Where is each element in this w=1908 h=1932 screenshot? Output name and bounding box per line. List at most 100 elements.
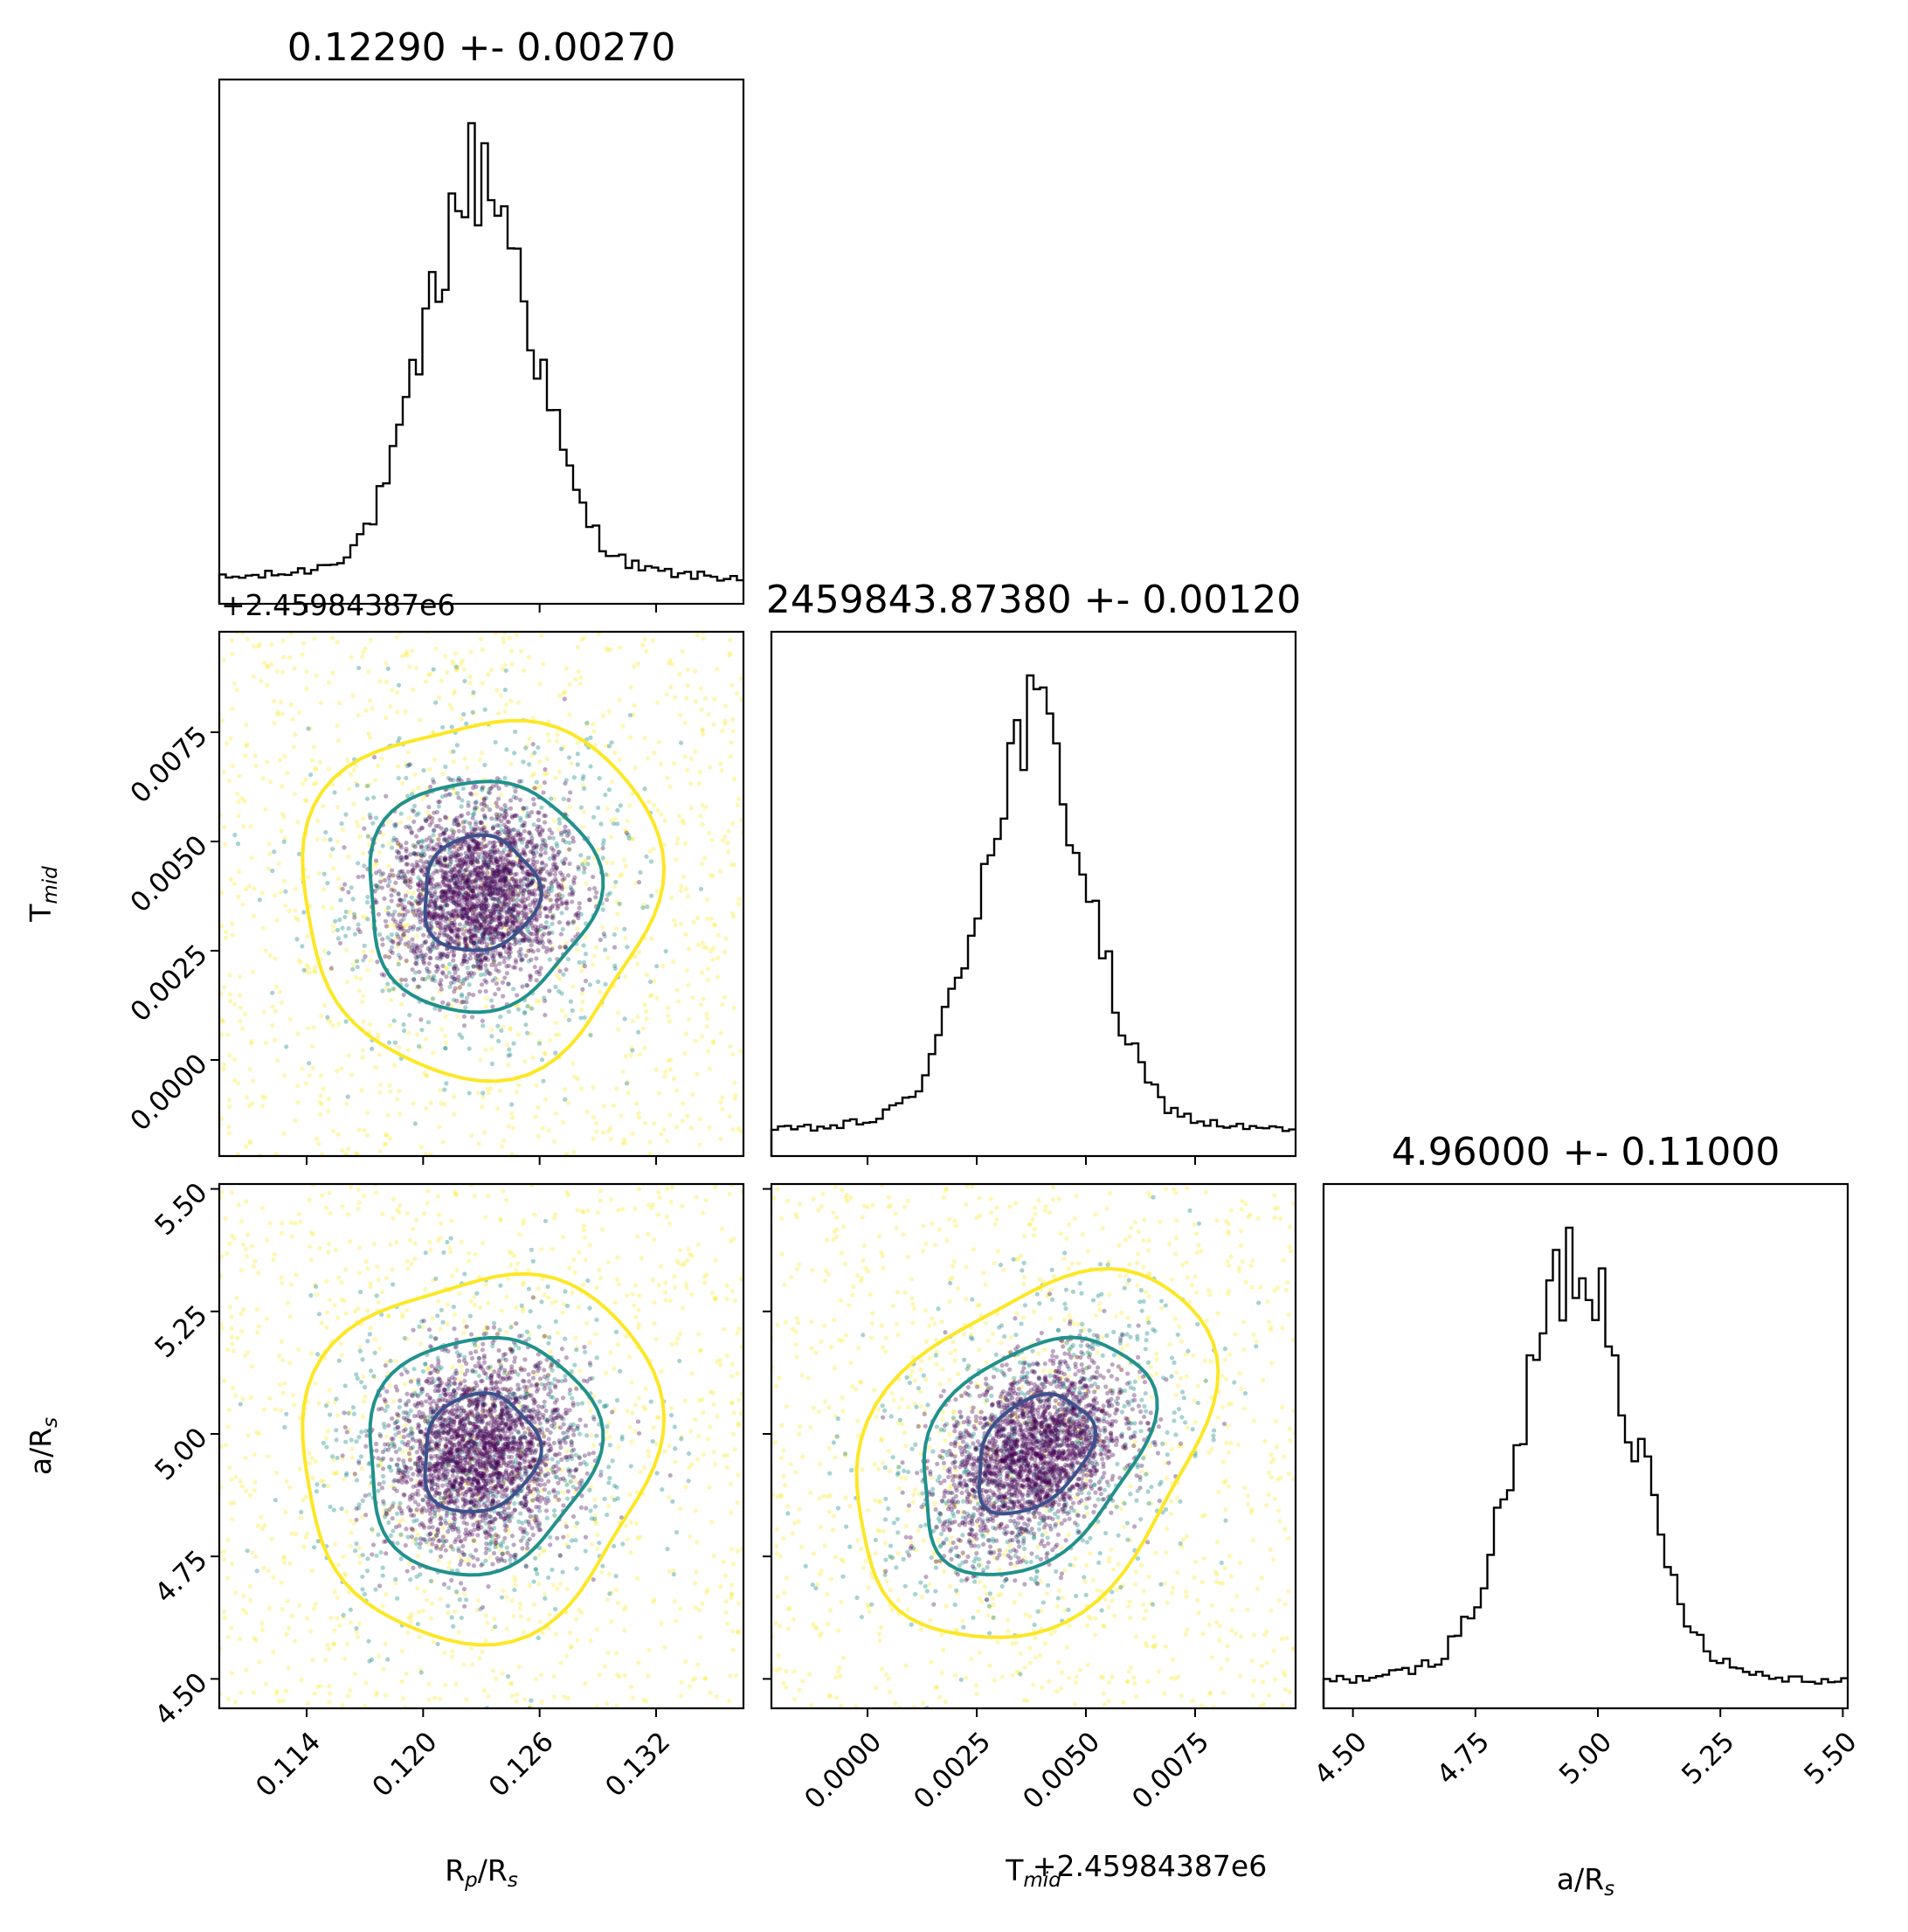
- scatter-point: [450, 909, 455, 914]
- scatter-point: [363, 954, 368, 959]
- scatter-point: [376, 1299, 381, 1305]
- scatter-point: [489, 962, 494, 967]
- scatter-point: [730, 821, 736, 827]
- scatter-point: [406, 1030, 411, 1035]
- scatter-point: [738, 817, 743, 823]
- scatter-point: [415, 851, 421, 856]
- scatter-point: [509, 661, 515, 667]
- scatter-point: [473, 922, 478, 927]
- scatter-point: [619, 1113, 624, 1118]
- scatter-point: [713, 1297, 718, 1302]
- scatter-point: [391, 873, 396, 878]
- scatter-point: [575, 1076, 580, 1082]
- scatter-point: [462, 869, 467, 874]
- scatter-point: [650, 638, 655, 643]
- scatter-point: [563, 824, 568, 829]
- scatter-point: [436, 804, 441, 809]
- scatter-point: [427, 1239, 432, 1245]
- scatter-point: [543, 906, 548, 911]
- scatter-point: [415, 1586, 420, 1591]
- scatter-point: [518, 966, 523, 972]
- scatter-point: [605, 955, 611, 960]
- scatter-point: [511, 915, 516, 920]
- scatter-point: [365, 833, 370, 839]
- scatter-point: [637, 950, 642, 955]
- scatter-point: [300, 1066, 305, 1071]
- scatter-point: [453, 890, 459, 895]
- scatter-point: [423, 940, 428, 945]
- scatter-point: [483, 926, 488, 931]
- scatter-point: [459, 1239, 464, 1244]
- scatter-point: [374, 861, 380, 866]
- scatter-point: [474, 839, 479, 845]
- scatter-point: [490, 1626, 495, 1631]
- scatter-point: [563, 967, 569, 973]
- scatter-point: [436, 1298, 441, 1304]
- scatter-point: [471, 1294, 477, 1299]
- scatter-point: [732, 1080, 737, 1085]
- scatter-point: [453, 881, 459, 886]
- scatter-point: [592, 743, 598, 748]
- scatter-point: [397, 1209, 402, 1215]
- scatter-point: [738, 676, 743, 682]
- scatter-point: [445, 966, 450, 971]
- scatter-point: [497, 823, 502, 828]
- scatter-point: [474, 940, 480, 945]
- scatter-point: [528, 977, 533, 982]
- scatter-point: [489, 930, 494, 935]
- scatter-point: [493, 886, 498, 891]
- scatter-point: [437, 905, 442, 911]
- scatter-point: [508, 870, 514, 876]
- scatter-point: [629, 836, 634, 841]
- scatter-point: [349, 1072, 355, 1077]
- scatter-point: [501, 822, 507, 828]
- scatter-point: [700, 802, 705, 808]
- scatter-point: [390, 1484, 395, 1489]
- scatter-point: [720, 1106, 725, 1112]
- scatter-point: [402, 879, 408, 884]
- scatter-point: [532, 854, 537, 859]
- scatter-point: [432, 978, 438, 983]
- scatter-point: [373, 1065, 378, 1070]
- scatter-point: [589, 1485, 594, 1490]
- scatter-point: [489, 816, 494, 821]
- scatter-point: [527, 872, 532, 877]
- scatter-point: [494, 856, 499, 862]
- scatter-point: [487, 937, 492, 942]
- scatter-point: [472, 867, 477, 872]
- scatter-point: [487, 909, 493, 914]
- scatter-point: [437, 1124, 442, 1130]
- scatter-point: [439, 913, 445, 918]
- scatter-point: [552, 796, 557, 801]
- scatter-point: [442, 889, 447, 895]
- scatter-point: [491, 897, 496, 902]
- scatter-point: [503, 668, 508, 674]
- scatter-point: [521, 900, 526, 906]
- scatter-point: [391, 822, 398, 828]
- scatter-point: [372, 1337, 377, 1342]
- scatter-point: [456, 795, 461, 800]
- scatter-point: [436, 837, 441, 842]
- scatter-point: [468, 843, 474, 848]
- scatter-point: [337, 918, 342, 923]
- scatter-point: [356, 1206, 361, 1211]
- scatter-point: [500, 860, 506, 865]
- scatter-point: [423, 952, 428, 958]
- scatter-point: [731, 862, 737, 868]
- scatter-point: [465, 935, 471, 940]
- scatter-point: [523, 934, 529, 939]
- scatter-point: [543, 814, 549, 819]
- scatter-point: [411, 842, 416, 848]
- scatter-point: [489, 874, 494, 879]
- scatter-point: [484, 1327, 489, 1333]
- scatter-point: [473, 880, 479, 886]
- scatter-point: [307, 970, 312, 975]
- scatter-point: [419, 1438, 425, 1444]
- scatter-point: [563, 884, 568, 890]
- scatter-point: [429, 881, 434, 887]
- scatter-point: [521, 822, 526, 828]
- scatter-point: [484, 804, 489, 809]
- scatter-point: [646, 756, 651, 761]
- scatter-point: [331, 929, 336, 934]
- scatter-point: [501, 635, 506, 641]
